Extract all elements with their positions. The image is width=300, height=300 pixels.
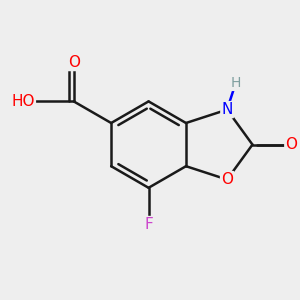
Text: N: N <box>221 102 233 117</box>
Text: O: O <box>68 55 80 70</box>
Text: F: F <box>144 217 153 232</box>
Text: O: O <box>221 172 233 187</box>
Text: HO: HO <box>11 94 35 109</box>
Text: H: H <box>231 76 241 90</box>
Text: O: O <box>285 137 297 152</box>
